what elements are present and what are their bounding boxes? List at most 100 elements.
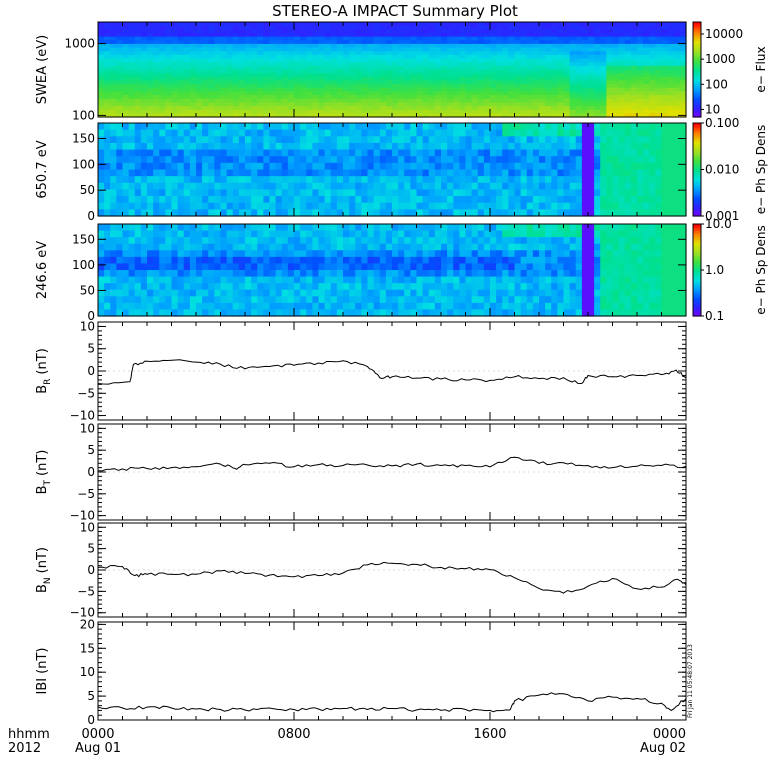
spectrogram-cell bbox=[453, 289, 460, 297]
spectrogram-cell bbox=[116, 283, 124, 291]
spectrogram-cell bbox=[532, 69, 540, 74]
spectrogram-cell bbox=[434, 80, 442, 85]
spectrogram-cell bbox=[336, 62, 344, 67]
spectrogram-cell bbox=[318, 270, 326, 278]
spectrogram-cell bbox=[385, 302, 393, 311]
spectrogram-cell bbox=[606, 29, 614, 34]
spectrogram-cell bbox=[226, 142, 234, 151]
spectrogram-cell bbox=[612, 76, 620, 82]
spectrogram-cell bbox=[410, 29, 418, 34]
spectrogram-cell bbox=[367, 32, 375, 38]
spectrogram-cell bbox=[667, 80, 675, 85]
spectrogram-cell bbox=[110, 62, 117, 67]
spectrogram-cell bbox=[214, 29, 222, 34]
spectrogram-cell bbox=[208, 230, 215, 238]
spectrogram-cell bbox=[177, 123, 185, 131]
spectrogram-cell bbox=[275, 129, 283, 137]
spectrogram-cell bbox=[637, 73, 644, 78]
spectrogram-cell bbox=[441, 65, 448, 71]
spectrogram-cell bbox=[159, 91, 166, 96]
spectrogram-cell bbox=[508, 196, 516, 204]
spectrogram-cell bbox=[557, 22, 565, 27]
spectrogram-cell bbox=[134, 22, 142, 27]
spectrogram-cell bbox=[477, 91, 485, 96]
spectrogram-cell bbox=[532, 29, 540, 34]
spectrogram-cell bbox=[318, 87, 326, 93]
spectrogram-cell bbox=[379, 176, 387, 184]
spectrogram-cell bbox=[110, 91, 117, 96]
spectrogram-cell bbox=[140, 196, 148, 204]
spectrogram-cell bbox=[643, 47, 650, 52]
spectrogram-cell bbox=[177, 91, 185, 96]
spectrogram-cell bbox=[551, 43, 558, 49]
spectrogram-cell bbox=[606, 123, 614, 131]
spectrogram-cell bbox=[128, 84, 136, 89]
spectrogram-cell bbox=[238, 237, 246, 245]
spectrogram-cell bbox=[667, 58, 675, 63]
spectrogram-cell bbox=[300, 230, 307, 238]
spectrogram-cell bbox=[453, 237, 460, 245]
y-tick-label: 100 bbox=[72, 157, 95, 171]
spectrogram-cell bbox=[318, 149, 326, 157]
spectrogram-cell bbox=[275, 276, 283, 284]
spectrogram-cell bbox=[238, 162, 246, 171]
spectrogram-cell bbox=[122, 270, 130, 278]
spectrogram-cell bbox=[655, 169, 663, 177]
spectrogram-cell bbox=[171, 182, 179, 191]
spectrogram-cell bbox=[275, 69, 283, 74]
spectrogram-cell bbox=[502, 87, 509, 93]
spectrogram-cell bbox=[490, 29, 497, 34]
spectrogram-cell bbox=[508, 182, 516, 191]
spectrogram-cell bbox=[532, 209, 540, 217]
spectrogram-cell bbox=[392, 224, 399, 232]
spectrogram-cell bbox=[165, 196, 173, 204]
spectrogram-cell bbox=[312, 47, 320, 52]
spectrogram-cell bbox=[545, 182, 552, 191]
spectrogram-cell bbox=[422, 36, 430, 41]
spectrogram-cell bbox=[202, 302, 209, 311]
spectrogram-cell bbox=[208, 270, 215, 278]
spectrogram-cell bbox=[300, 309, 307, 317]
spectrogram-cell bbox=[361, 54, 369, 60]
spectrogram-cell bbox=[441, 29, 448, 34]
spectrogram-cell bbox=[336, 80, 344, 85]
spectrogram-cell bbox=[189, 76, 197, 82]
spectrogram-cell bbox=[392, 91, 399, 96]
spectrogram-cell bbox=[196, 109, 203, 114]
spectrogram-cell bbox=[171, 243, 179, 251]
spectrogram-cell bbox=[594, 176, 601, 184]
spectrogram-cell bbox=[281, 224, 289, 232]
spectrogram-cell bbox=[202, 58, 209, 63]
spectrogram-cell bbox=[330, 309, 338, 317]
spectrogram-cell bbox=[287, 58, 295, 63]
spectrogram-cell bbox=[116, 43, 124, 49]
spectrogram-cell bbox=[379, 189, 387, 197]
spectrogram-cell bbox=[196, 95, 203, 100]
spectrogram-cell bbox=[275, 296, 283, 304]
spectrogram-cell bbox=[196, 149, 203, 157]
spectrogram-cell bbox=[441, 87, 448, 93]
spectrogram-cell bbox=[379, 142, 387, 151]
spectrogram-cell bbox=[661, 54, 669, 60]
spectrogram-cell bbox=[318, 209, 326, 217]
spectrogram-cell bbox=[441, 76, 448, 82]
spectrogram-cell bbox=[232, 43, 240, 49]
spectrogram-cell bbox=[441, 149, 448, 157]
spectrogram-cell bbox=[263, 109, 271, 114]
spectrogram-cell bbox=[434, 91, 442, 96]
spectrogram-cell bbox=[428, 95, 436, 100]
spectrogram-cell bbox=[643, 189, 650, 197]
spectrogram-cell bbox=[661, 91, 669, 96]
spectrogram-cell bbox=[312, 80, 320, 85]
spectrogram-cell bbox=[147, 250, 154, 258]
spectrogram-cell bbox=[483, 189, 491, 197]
spectrogram-cell bbox=[269, 73, 277, 78]
spectrogram-cell bbox=[618, 189, 626, 197]
spectrogram-cell bbox=[189, 87, 197, 93]
spectrogram-cell bbox=[483, 25, 491, 30]
spectrogram-cell bbox=[667, 106, 675, 111]
spectrogram-cell bbox=[251, 176, 258, 184]
spectrogram-cell bbox=[612, 106, 620, 111]
spectrogram-cell bbox=[471, 129, 479, 137]
spectrogram-cell bbox=[251, 98, 258, 103]
